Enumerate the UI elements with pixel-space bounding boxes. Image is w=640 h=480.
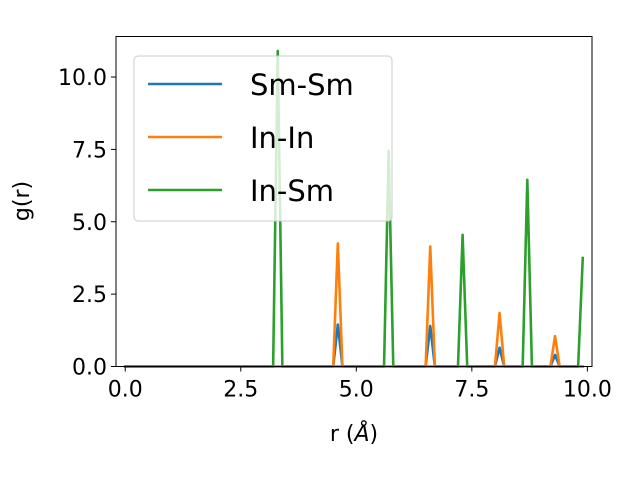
y-tick-label: 0.0 [72, 356, 107, 381]
series-line-sm-sm [123, 323, 585, 368]
x-tick-label: 2.5 [223, 378, 258, 403]
y-axis-label: g(r) [10, 181, 35, 221]
legend-label-in-in: In-In [250, 121, 314, 155]
legend-box [133, 55, 393, 222]
y-tick-label: 10.0 [58, 66, 107, 91]
axes-frame [115, 36, 593, 367]
x-tick-label: 10.0 [563, 378, 612, 403]
legend-label-sm-sm: Sm-Sm [250, 68, 354, 102]
ticks-layer: 0.0 2.5 5.0 7.5 10.0 0.0 2.5 5.0 7.5 10.0 [58, 66, 612, 402]
x-tick-label: 0.0 [108, 378, 143, 403]
x-axis-label: r (Å) [330, 420, 378, 447]
series-line-in-in [123, 242, 585, 368]
x-tick-label: 5.0 [339, 378, 374, 403]
y-tick-label: 2.5 [72, 283, 107, 308]
y-tick-label: 5.0 [72, 211, 107, 236]
x-tick-label: 7.5 [454, 378, 489, 403]
legend: Sm-Sm In-In In-Sm [133, 55, 393, 222]
legend-label-in-sm: In-Sm [250, 174, 334, 208]
y-tick-label: 7.5 [72, 138, 107, 163]
